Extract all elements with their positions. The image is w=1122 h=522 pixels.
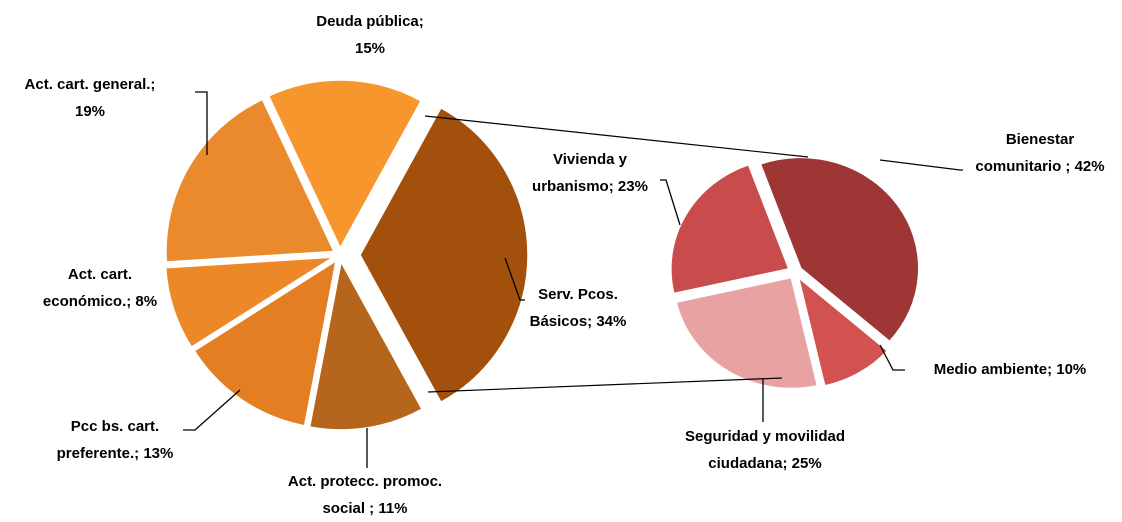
- category-label: Seguridad y movilidad ciudadana;: [684, 428, 846, 472]
- category-label: Medio ambiente;: [933, 361, 1053, 378]
- data-label: Medio ambiente; 10%: [910, 356, 1110, 383]
- leader-line: [879, 159, 963, 171]
- pie-slice: [193, 259, 338, 427]
- value-label: 13%: [143, 445, 174, 462]
- pie-slice: [164, 256, 334, 349]
- data-label: Seguridad y movilidad ciudadana; 25%: [673, 423, 858, 477]
- category-label: Bienestar comunitario ;: [975, 131, 1075, 175]
- data-label: Serv. Pcos. Básicos; 34%: [518, 281, 638, 335]
- slices: [164, 79, 920, 431]
- data-label: Act. cart. general.; 19%: [8, 71, 173, 125]
- connector-line: [427, 377, 783, 393]
- value-label: 10%: [1056, 361, 1087, 378]
- pie-slice: [675, 276, 819, 390]
- pie-slice: [165, 98, 336, 263]
- data-label: Act. protecc. promoc. social ; 11%: [275, 468, 455, 522]
- data-label: Act. cart. económico.; 8%: [35, 261, 165, 315]
- pie-slice: [359, 106, 529, 404]
- value-label: 25%: [791, 455, 822, 472]
- category-label: Pcc bs. cart. preferente.;: [56, 418, 160, 462]
- leader-line: [879, 344, 905, 371]
- data-label: Pcc bs. cart. preferente.; 13%: [48, 413, 183, 467]
- category-label: Serv. Pcos. Básicos;: [529, 286, 618, 330]
- category-label: Act. cart. general.;: [24, 76, 156, 93]
- pie-slice: [308, 259, 424, 431]
- leader-line: [183, 389, 241, 431]
- data-label: Deuda pública; 15%: [305, 8, 435, 62]
- category-label: Act. cart. económico.;: [42, 266, 133, 310]
- category-label: Deuda pública;: [316, 13, 424, 30]
- pie-slice: [797, 275, 889, 387]
- leader-line: [660, 179, 681, 226]
- leader-line: [195, 91, 208, 155]
- category-label: Vivienda y urbanismo;: [532, 151, 627, 195]
- connector-line: [424, 115, 809, 158]
- value-label: 42%: [1074, 158, 1105, 175]
- data-label: Vivienda y urbanismo; 23%: [523, 146, 658, 200]
- value-label: 15%: [354, 40, 386, 57]
- value-label: 23%: [617, 178, 648, 195]
- leader-line: [504, 257, 525, 301]
- category-label: Act. protecc. promoc. social ;: [287, 473, 443, 517]
- pie-slice: [267, 79, 423, 250]
- value-label: 8%: [135, 293, 158, 310]
- pie-slice: [670, 163, 790, 295]
- pie-slice: [759, 156, 920, 343]
- data-label: Bienestar comunitario ; 42%: [965, 126, 1115, 180]
- value-label: 11%: [378, 500, 408, 517]
- value-label: 34%: [596, 313, 627, 330]
- value-label: 19%: [74, 103, 106, 120]
